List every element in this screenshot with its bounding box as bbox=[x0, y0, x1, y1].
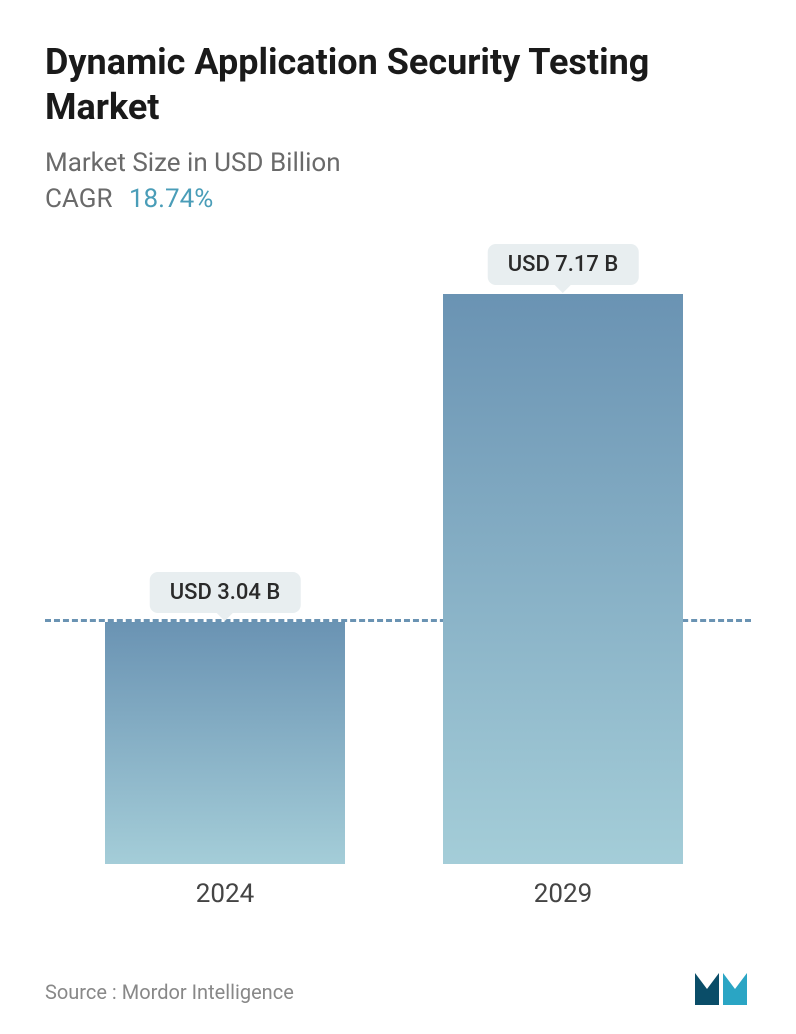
bar-fill bbox=[105, 622, 345, 864]
bar-2024: USD 3.04 B bbox=[105, 622, 345, 864]
cagr-value: 18.74% bbox=[129, 184, 213, 214]
chart-title: Dynamic Application Security Testing Mar… bbox=[45, 40, 751, 130]
bar-value-label: USD 3.04 B bbox=[150, 572, 301, 613]
brand-logo bbox=[695, 965, 751, 1009]
bar-fill bbox=[443, 294, 683, 864]
bar-2029: USD 7.17 B bbox=[443, 294, 683, 864]
source-attribution: Source : Mordor Intelligence bbox=[45, 980, 294, 1004]
logo-icon bbox=[695, 965, 751, 1005]
chart-area: USD 3.04 B 2024 USD 7.17 B 2029 bbox=[45, 244, 751, 914]
chart-subtitle: Market Size in USD Billion bbox=[45, 148, 751, 178]
x-axis-label: 2029 bbox=[443, 879, 683, 909]
bar-value-label: USD 7.17 B bbox=[488, 244, 639, 285]
cagr-label: CAGR bbox=[45, 184, 112, 214]
cagr-row: CAGR 18.74% bbox=[45, 184, 751, 214]
x-axis-label: 2024 bbox=[105, 879, 345, 909]
